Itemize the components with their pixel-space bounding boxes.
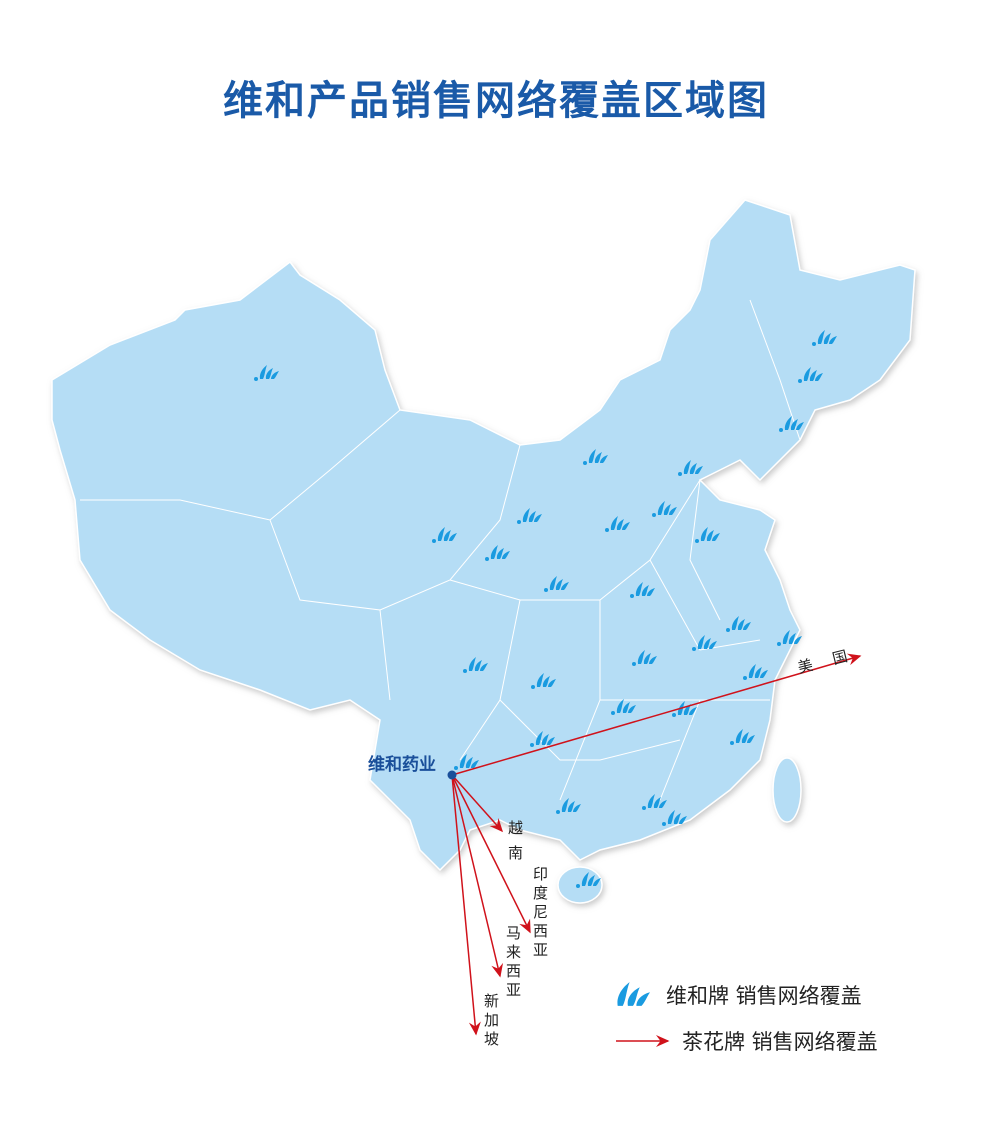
city-dot [432, 539, 436, 543]
city-dot [692, 647, 696, 651]
city-dot [777, 642, 781, 646]
city-dot [652, 513, 656, 517]
destination-label-malaysia: 马来西亚 [504, 925, 522, 1001]
city-dot [630, 594, 634, 598]
destination-label-indonesia: 印度尼西亚 [531, 866, 549, 961]
city-dot [730, 741, 734, 745]
city-dot [672, 713, 676, 717]
city-dot [642, 806, 646, 810]
city-dot [583, 461, 587, 465]
city-dot [530, 743, 534, 747]
hainan-island [557, 866, 603, 904]
arrow-indonesia [451, 774, 531, 934]
arrow-singapore [451, 774, 481, 1036]
leaf-flame-icon [617, 982, 650, 1006]
city-dot [454, 766, 458, 770]
city-dot [485, 557, 489, 561]
legend-label: 茶花牌 销售网络覆盖 [682, 1030, 878, 1054]
arrow-malaysia [451, 774, 504, 978]
destination-label-vietnam: 越南 [506, 820, 524, 870]
taiwan-island [772, 757, 802, 823]
city-dot [531, 685, 535, 689]
city-dot [678, 472, 682, 476]
export-arrows [451, 653, 862, 1036]
city-dot [254, 377, 258, 381]
city-dot [812, 342, 816, 346]
origin-label: 维和药业 [368, 755, 436, 775]
city-dot [662, 822, 666, 826]
city-dot [726, 628, 730, 632]
city-dot [517, 520, 521, 524]
city-dot [544, 588, 548, 592]
city-dot [798, 379, 802, 383]
city-dot [695, 539, 699, 543]
origin-point [447, 770, 457, 780]
city-dot [576, 884, 580, 888]
map-title: 维和产品销售网络覆盖区域图 [223, 78, 769, 124]
red-arrow-icon [616, 1035, 670, 1047]
china-landmass [51, 199, 916, 904]
sales-markers [254, 330, 837, 888]
legend-label: 维和牌 销售网络覆盖 [666, 984, 862, 1008]
arrow-vietnam [451, 774, 503, 833]
city-dot [463, 669, 467, 673]
city-dot [743, 676, 747, 680]
arrow-usa [451, 653, 862, 776]
legend-item-chahua: 茶花牌 销售网络覆盖 [616, 1026, 878, 1056]
destination-label-singapore: 新加坡 [482, 993, 500, 1050]
legend-item-weihe: 维和牌 销售网络覆盖 [616, 980, 862, 1010]
city-dot [556, 810, 560, 814]
city-dot [605, 528, 609, 532]
city-dot [779, 428, 783, 432]
province-borders [80, 299, 801, 801]
city-dot [632, 662, 636, 666]
city-dot [611, 711, 615, 715]
